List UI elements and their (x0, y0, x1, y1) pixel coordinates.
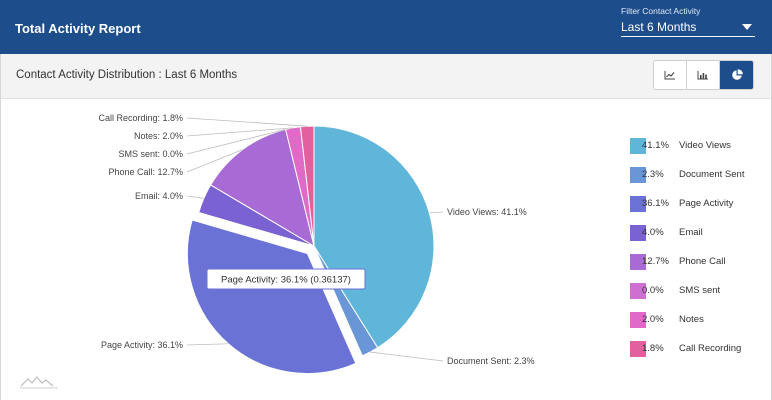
legend-swatch (630, 138, 646, 154)
slice-label: SMS sent: 0.0% (118, 149, 183, 159)
report-title: Total Activity Report (15, 21, 141, 36)
legend-swatch (630, 167, 646, 183)
legend-item[interactable]: 36.1% Page Activity (630, 196, 760, 212)
legend-swatch (630, 312, 646, 328)
legend-item[interactable]: 1.8% Call Recording (630, 341, 760, 357)
legend-label: Document Sent (679, 169, 745, 180)
line-chart-icon (664, 71, 675, 80)
chart-tooltip: Page Activity: 36.1% (0.36137) (206, 268, 366, 290)
legend-label: SMS sent (679, 285, 721, 296)
legend-swatch (630, 254, 646, 270)
chart-view-toggle (653, 60, 754, 90)
leader-line (186, 127, 294, 137)
legend-label: Notes (679, 314, 704, 325)
line-chart-view-button[interactable] (654, 61, 687, 89)
filter-label: Filter Contact Activity (621, 6, 701, 16)
leader-line (370, 351, 444, 362)
slice-label: Video Views: 41.1% (447, 207, 527, 217)
legend-item[interactable]: 2.3% Document Sent (630, 167, 760, 183)
legend-item[interactable]: 12.7% Phone Call (630, 254, 760, 270)
slice-label: Document Sent: 2.3% (447, 356, 535, 366)
filter-selected-value: Last 6 Months (621, 20, 697, 34)
legend-percent: 4.0% (642, 227, 664, 238)
bar-chart-icon (697, 71, 708, 80)
legend-swatch (630, 283, 646, 299)
slice-label: Phone Call: 12.7% (108, 167, 183, 177)
leader-line (186, 149, 243, 173)
legend-item[interactable]: 0.0% SMS sent (630, 283, 760, 299)
leader-line (186, 343, 229, 346)
legend-swatch (630, 341, 646, 357)
legend-percent: 2.3% (642, 169, 664, 180)
legend-swatch (630, 225, 646, 241)
pie-chart-view-button[interactable] (720, 61, 753, 89)
pie-slice-video-views[interactable] (313, 125, 435, 349)
legend-item[interactable]: 4.0% Email (630, 225, 760, 241)
pie-chart-icon (731, 69, 743, 80)
slice-label: Call Recording: 1.8% (98, 113, 183, 123)
legend-percent: 0.0% (642, 285, 664, 296)
dropdown-caret-icon (742, 24, 752, 30)
top-bar: Total Activity Report Filter Contact Act… (0, 0, 772, 54)
legend-label: Call Recording (679, 343, 742, 354)
leader-line (186, 195, 204, 199)
leader-line (186, 117, 308, 127)
legend-item[interactable]: 2.0% Notes (630, 312, 760, 328)
legend-percent: 12.7% (642, 256, 669, 267)
legend-percent: 41.1% (642, 140, 669, 151)
legend-percent: 2.0% (642, 314, 664, 325)
slice-label: Email: 4.0% (135, 191, 183, 201)
pie-chart: Video Views: 41.1% Document Sent: 2.3% Pag… (98, 113, 535, 374)
legend-label: Video Views (679, 140, 731, 151)
slice-label: Notes: 2.0% (134, 131, 183, 141)
leader-line (429, 211, 444, 214)
bar-chart-view-button[interactable] (687, 61, 720, 89)
activity-filter: Filter Contact Activity Last 6 Months (621, 6, 755, 37)
legend-percent: 36.1% (642, 198, 669, 209)
filter-select[interactable]: Last 6 Months (621, 17, 755, 37)
legend-item[interactable]: 41.1% Video Views (630, 138, 760, 154)
leader-line (186, 129, 286, 155)
slice-label: Page Activity: 36.1% (101, 340, 183, 350)
legend-swatch (630, 196, 646, 212)
legend-label: Page Activity (679, 198, 734, 209)
panel-header: Contact Activity Distribution : Last 6 M… (1, 54, 771, 99)
legend-label: Phone Call (679, 256, 726, 267)
panel-title: Contact Activity Distribution : Last 6 M… (16, 69, 238, 81)
brand-logo-icon (20, 376, 58, 389)
legend-percent: 1.8% (642, 343, 664, 354)
tooltip-text: Page Activity: 36.1% (0.36137) (221, 275, 351, 286)
legend-label: Email (679, 227, 703, 238)
